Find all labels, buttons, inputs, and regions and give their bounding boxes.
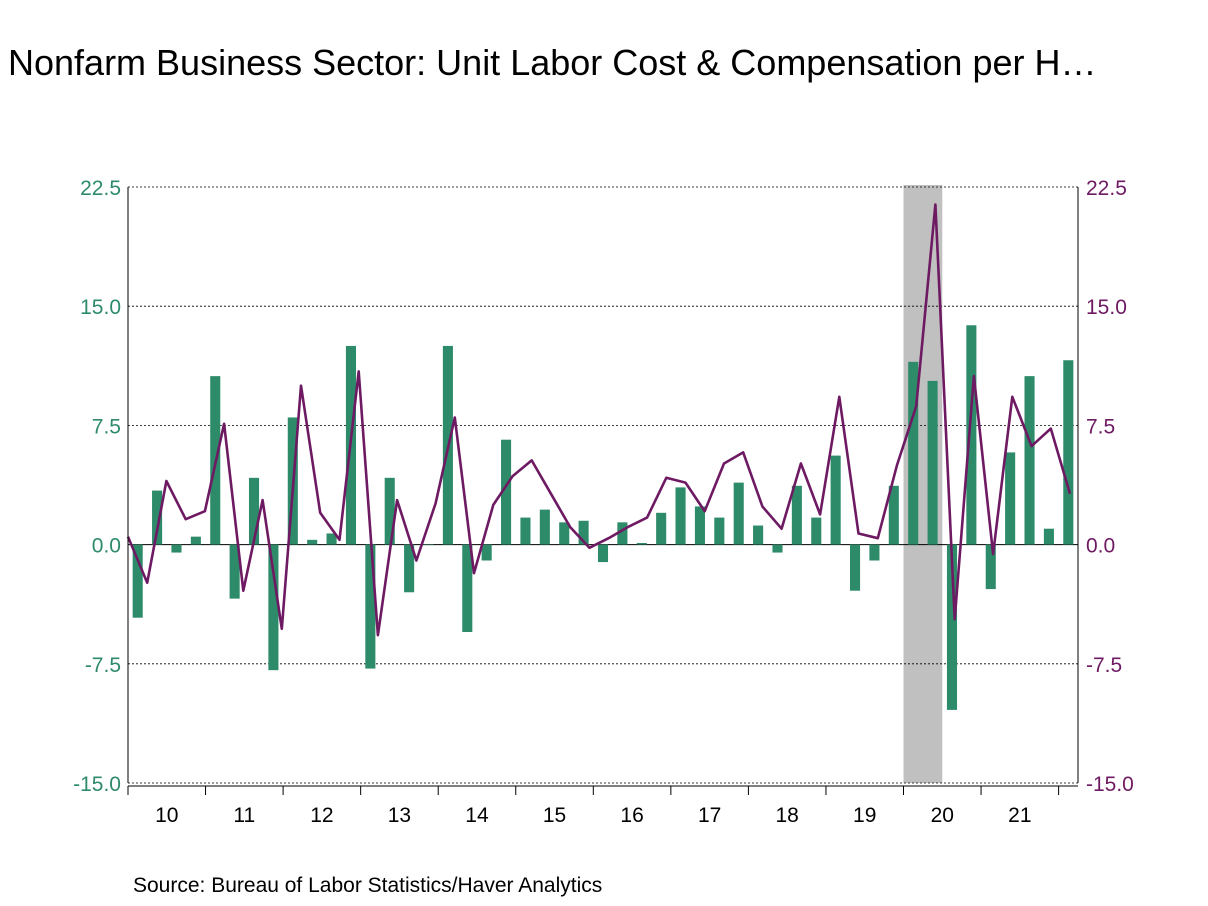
bar [791, 485, 802, 545]
y-tick-label-right: 22.5 [1086, 177, 1127, 200]
x-tick-label: 20 [931, 804, 954, 827]
bar [850, 544, 861, 591]
x-tick-label: 17 [698, 804, 721, 827]
series-line [126, 203, 1072, 637]
bar [946, 544, 958, 710]
bar [675, 487, 686, 545]
bar [966, 325, 977, 545]
y-tick-label-right: -7.5 [1086, 654, 1122, 677]
y-tick-label-right: 7.5 [1086, 415, 1115, 438]
bar [539, 509, 550, 545]
bar [597, 544, 609, 563]
bar [307, 539, 318, 545]
bar [1005, 452, 1016, 545]
bar [656, 512, 667, 545]
bar [462, 544, 473, 633]
y-tick-label-right: -15.0 [1086, 773, 1134, 796]
bar [733, 482, 744, 545]
bar [636, 543, 647, 545]
bar [985, 544, 996, 590]
bar [694, 506, 705, 545]
bar [714, 517, 725, 545]
bar [384, 477, 395, 545]
bar [927, 380, 938, 545]
bar [171, 544, 182, 553]
x-tick-label: 21 [1008, 804, 1031, 827]
bar [268, 544, 279, 671]
x-tick-label: 18 [776, 804, 799, 827]
x-tick-label: 16 [620, 804, 643, 827]
x-tick-label: 19 [853, 804, 876, 827]
x-tick-label: 11 [233, 804, 255, 827]
line-layer [126, 203, 1072, 637]
bar [229, 544, 240, 599]
bar [152, 490, 163, 545]
y-tick-label-left: -7.5 [85, 654, 121, 677]
bar [888, 485, 899, 545]
bar [423, 544, 434, 546]
y-tick-label-right: 0.0 [1086, 535, 1115, 558]
bar [132, 544, 143, 618]
bar [1063, 360, 1074, 545]
chart-title: Nonfarm Business Sector: Unit Labor Cost… [8, 42, 1097, 83]
y-tick-label-left: 15.0 [80, 296, 121, 319]
bar [326, 533, 337, 545]
bar [617, 522, 628, 545]
bar [772, 544, 783, 553]
bar [1043, 528, 1054, 545]
bar [908, 361, 919, 545]
axis-layer: 22.5 22.5 15.0 15.0 7.5 7.5 0.0 0.0 -7.5 -7.5 -15.… [73, 177, 1134, 827]
bar [248, 477, 260, 545]
bar [481, 544, 492, 561]
bar [811, 517, 822, 545]
x-tick-label: 14 [465, 804, 489, 827]
y-tick-label-left: 0.0 [92, 535, 121, 558]
bar [404, 544, 415, 593]
x-tick-label: 12 [310, 804, 333, 827]
bar [365, 544, 376, 669]
x-tick-label: 15 [543, 804, 566, 827]
bar [190, 536, 201, 545]
bar [520, 517, 531, 545]
bar [1024, 376, 1035, 545]
bar [869, 544, 880, 561]
bar [830, 455, 841, 545]
bar [559, 522, 570, 545]
bar [753, 525, 764, 545]
x-tick-label: 10 [155, 804, 178, 827]
y-tick-label-right: 15.0 [1086, 296, 1127, 319]
bar [501, 439, 512, 545]
chart-area: 22.5 22.5 15.0 15.0 7.5 7.5 0.0 0.0 -7.5 -7.5 -15.… [73, 177, 1134, 827]
bar [578, 520, 589, 545]
x-tick-label: 13 [388, 804, 411, 827]
source-note: Source: Bureau of Labor Statistics/Haver… [133, 874, 603, 897]
y-tick-label-left: -15.0 [73, 773, 121, 796]
y-tick-label-left: 7.5 [92, 415, 121, 438]
y-tick-label-left: 22.5 [80, 177, 121, 200]
